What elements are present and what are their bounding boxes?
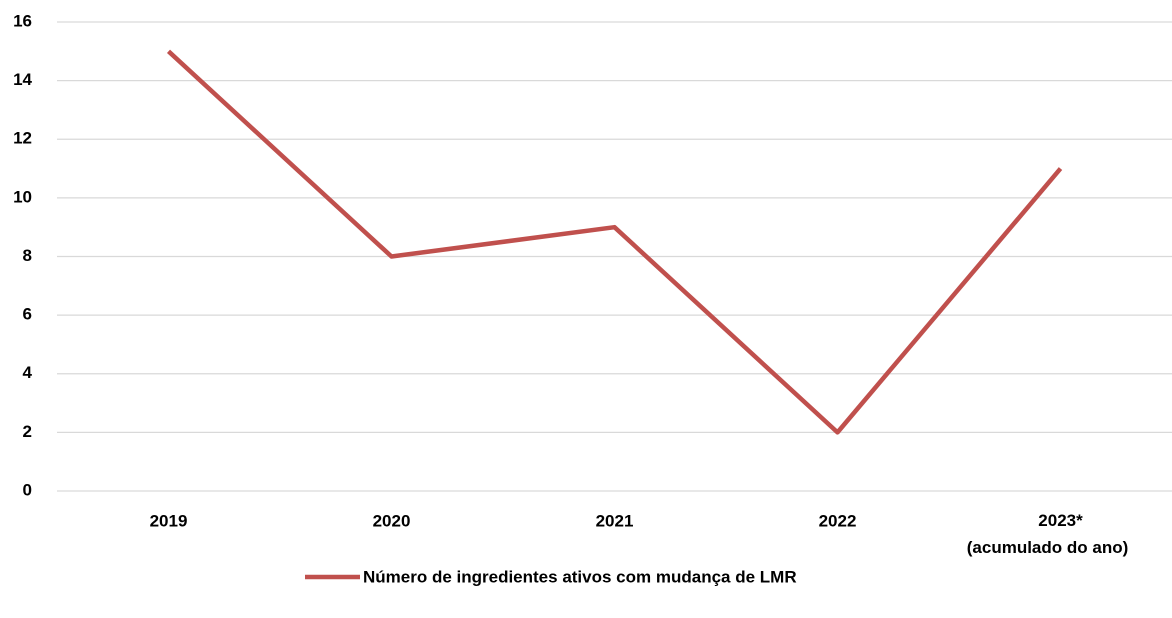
y-tick-label: 6 [23, 305, 32, 324]
x-tick-label: 2022 [819, 511, 857, 530]
y-tick-label: 2 [23, 422, 32, 441]
y-tick-label: 14 [13, 70, 32, 89]
y-tick-label: 4 [23, 363, 33, 382]
legend-label: Número de ingredientes ativos com mudanç… [363, 567, 797, 586]
y-tick-label: 10 [13, 187, 32, 206]
y-tick-label: 8 [23, 246, 32, 265]
y-tick-label: 0 [23, 480, 32, 499]
x-tick-label: 2023* (acumulado do ano) [967, 511, 1129, 557]
line-series [166, 49, 1063, 435]
x-tick-label: 2021 [596, 511, 634, 530]
x-tick-label: 2019 [150, 511, 188, 530]
y-tick-label: 12 [13, 129, 32, 148]
y-tick-label: 16 [13, 11, 32, 30]
x-tick-label: 2020 [373, 511, 411, 530]
